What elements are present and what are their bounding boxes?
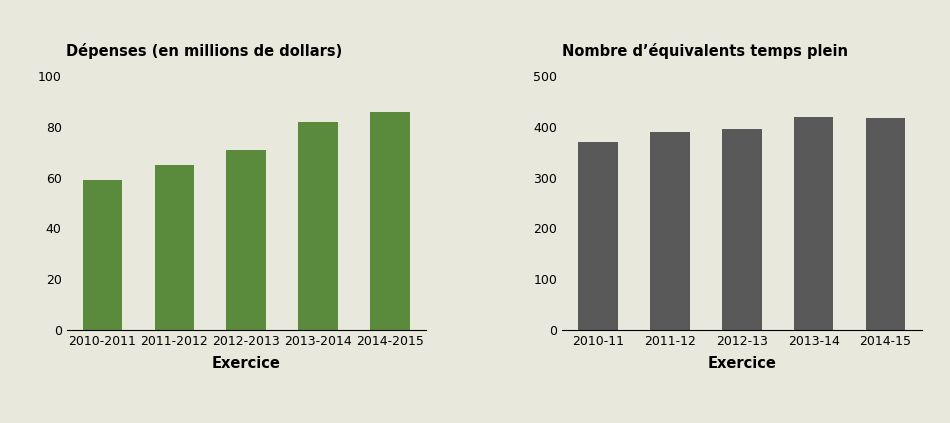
X-axis label: Exercice: Exercice [212, 356, 280, 371]
Bar [298, 122, 338, 330]
Bar [370, 112, 409, 330]
Bar [579, 142, 618, 330]
X-axis label: Exercice: Exercice [708, 356, 776, 371]
Bar [865, 118, 905, 330]
Bar [794, 117, 833, 330]
Bar [722, 129, 762, 330]
Text: Dépenses (en millions de dollars): Dépenses (en millions de dollars) [66, 43, 343, 59]
Bar [226, 150, 266, 330]
Bar [155, 165, 194, 330]
Text: Nombre d’équivalents temps plein: Nombre d’équivalents temps plein [562, 43, 848, 59]
Bar [650, 132, 690, 330]
Bar [83, 180, 123, 330]
